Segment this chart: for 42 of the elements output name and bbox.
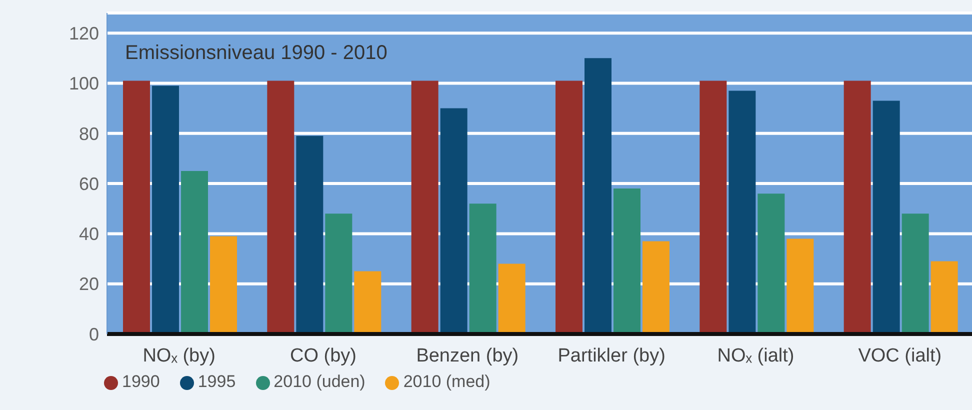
- x-tick-label: CO (by): [290, 345, 356, 366]
- bar: [210, 236, 237, 334]
- legend-label: 2010 (uden): [274, 372, 366, 391]
- bar: [642, 241, 670, 334]
- bar: [469, 204, 496, 334]
- y-tick-label: 40: [78, 224, 99, 244]
- x-tick-label: NOₓ (ialt): [717, 345, 794, 366]
- bar: [584, 58, 612, 334]
- bar: [123, 80, 150, 334]
- bar: [930, 261, 958, 334]
- text: Emissionsniveau 1990 - 2010: [125, 42, 388, 65]
- bar: [325, 214, 352, 334]
- bar: [354, 271, 382, 334]
- y-tick-label: 100: [68, 74, 99, 94]
- x-tick-label: Benzen (by): [416, 345, 519, 366]
- y-tick-label: 120: [68, 23, 99, 44]
- bar: [728, 90, 756, 334]
- y-tick-label: 20: [78, 274, 99, 294]
- bar: [614, 188, 640, 334]
- bar: [411, 80, 438, 334]
- bar: [296, 136, 324, 334]
- x-tick-label: Partikler (by): [558, 345, 666, 366]
- bar: [267, 80, 294, 334]
- bar: [498, 264, 526, 334]
- x-tick-label: VOC (ialt): [858, 345, 942, 366]
- bar: [556, 80, 582, 334]
- legend-label: 1995: [198, 372, 237, 391]
- bar: [152, 86, 179, 334]
- x-tick-label: NOₓ (by): [142, 345, 216, 366]
- bar: [181, 170, 208, 334]
- y-tick-label: 80: [78, 124, 99, 144]
- bar: [440, 108, 468, 334]
- legend-label: 2010 (med): [403, 372, 492, 391]
- y-tick-label: 0: [88, 324, 99, 344]
- bar: [700, 80, 727, 334]
- bar: [902, 214, 929, 334]
- y-tick-label: 60: [78, 174, 99, 194]
- bar: [786, 238, 814, 334]
- legend-label: 1990: [122, 372, 161, 391]
- bar: [872, 100, 900, 334]
- bar: [758, 194, 785, 334]
- bar: [844, 80, 871, 334]
